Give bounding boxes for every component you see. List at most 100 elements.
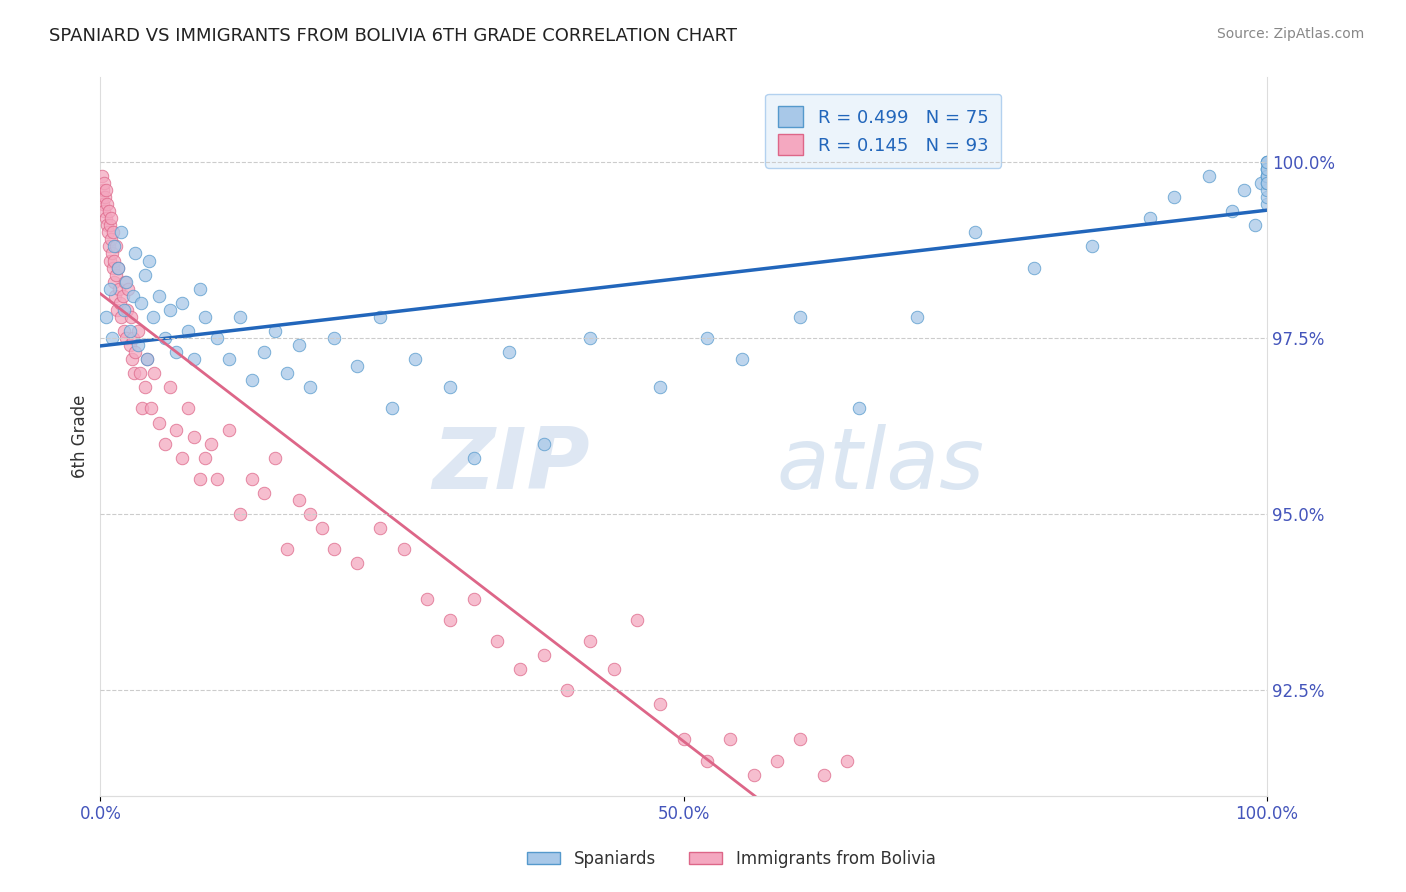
Point — [696, 331, 718, 345]
Point — [188, 282, 211, 296]
Point — [439, 613, 461, 627]
Point — [98, 239, 121, 253]
Point — [205, 331, 228, 345]
Point — [121, 352, 143, 367]
Point — [731, 352, 754, 367]
Point — [813, 767, 835, 781]
Point — [555, 683, 578, 698]
Point — [97, 204, 120, 219]
Point — [134, 268, 156, 282]
Point — [253, 345, 276, 359]
Point — [905, 310, 928, 324]
Point — [127, 338, 149, 352]
Point — [1022, 260, 1045, 275]
Point — [122, 289, 145, 303]
Point — [205, 472, 228, 486]
Point — [108, 295, 131, 310]
Point — [276, 366, 298, 380]
Point — [322, 331, 344, 345]
Point — [381, 401, 404, 416]
Point — [101, 260, 124, 275]
Point — [1256, 155, 1278, 169]
Point — [1256, 176, 1278, 190]
Point — [1163, 190, 1185, 204]
Point — [136, 352, 159, 367]
Point — [368, 310, 391, 324]
Point — [696, 754, 718, 768]
Point — [1256, 161, 1278, 176]
Point — [1256, 169, 1278, 183]
Point — [115, 302, 138, 317]
Legend: Spaniards, Immigrants from Bolivia: Spaniards, Immigrants from Bolivia — [520, 844, 942, 875]
Point — [118, 324, 141, 338]
Point — [134, 380, 156, 394]
Point — [1256, 197, 1278, 211]
Point — [124, 345, 146, 359]
Point — [104, 289, 127, 303]
Point — [170, 295, 193, 310]
Point — [789, 732, 811, 747]
Point — [124, 246, 146, 260]
Point — [103, 253, 125, 268]
Point — [112, 324, 135, 338]
Point — [1256, 155, 1278, 169]
Point — [103, 239, 125, 253]
Point — [463, 450, 485, 465]
Point — [533, 436, 555, 450]
Point — [194, 310, 217, 324]
Point — [183, 429, 205, 443]
Point — [100, 232, 122, 246]
Point — [253, 486, 276, 500]
Point — [264, 450, 287, 465]
Point — [108, 282, 131, 296]
Point — [1220, 204, 1243, 219]
Point — [112, 302, 135, 317]
Point — [848, 401, 870, 416]
Point — [103, 226, 125, 240]
Point — [104, 239, 127, 253]
Point — [107, 260, 129, 275]
Point — [276, 542, 298, 557]
Point — [602, 662, 624, 676]
Point — [101, 331, 124, 345]
Point — [94, 190, 117, 204]
Point — [165, 345, 187, 359]
Point — [117, 282, 139, 296]
Point — [94, 211, 117, 226]
Text: Source: ZipAtlas.com: Source: ZipAtlas.com — [1216, 27, 1364, 41]
Point — [110, 310, 132, 324]
Point — [131, 401, 153, 416]
Point — [240, 373, 263, 387]
Point — [114, 275, 136, 289]
Point — [392, 542, 415, 557]
Point — [965, 226, 987, 240]
Point — [136, 352, 159, 367]
Point — [287, 493, 309, 508]
Point — [1256, 169, 1278, 183]
Point — [287, 338, 309, 352]
Point — [100, 211, 122, 226]
Point — [1244, 219, 1267, 233]
Point — [742, 767, 765, 781]
Point — [105, 268, 128, 282]
Point — [485, 633, 508, 648]
Point — [1256, 190, 1278, 204]
Point — [148, 416, 170, 430]
Point — [672, 732, 695, 747]
Point — [1256, 176, 1278, 190]
Point — [93, 204, 115, 219]
Point — [183, 352, 205, 367]
Point — [110, 226, 132, 240]
Point — [129, 295, 152, 310]
Point — [153, 436, 176, 450]
Point — [101, 246, 124, 260]
Point — [264, 324, 287, 338]
Point — [533, 648, 555, 662]
Text: atlas: atlas — [778, 424, 986, 507]
Point — [177, 401, 200, 416]
Point — [115, 275, 138, 289]
Point — [789, 310, 811, 324]
Point — [1256, 183, 1278, 197]
Point — [766, 754, 789, 768]
Point — [1250, 176, 1272, 190]
